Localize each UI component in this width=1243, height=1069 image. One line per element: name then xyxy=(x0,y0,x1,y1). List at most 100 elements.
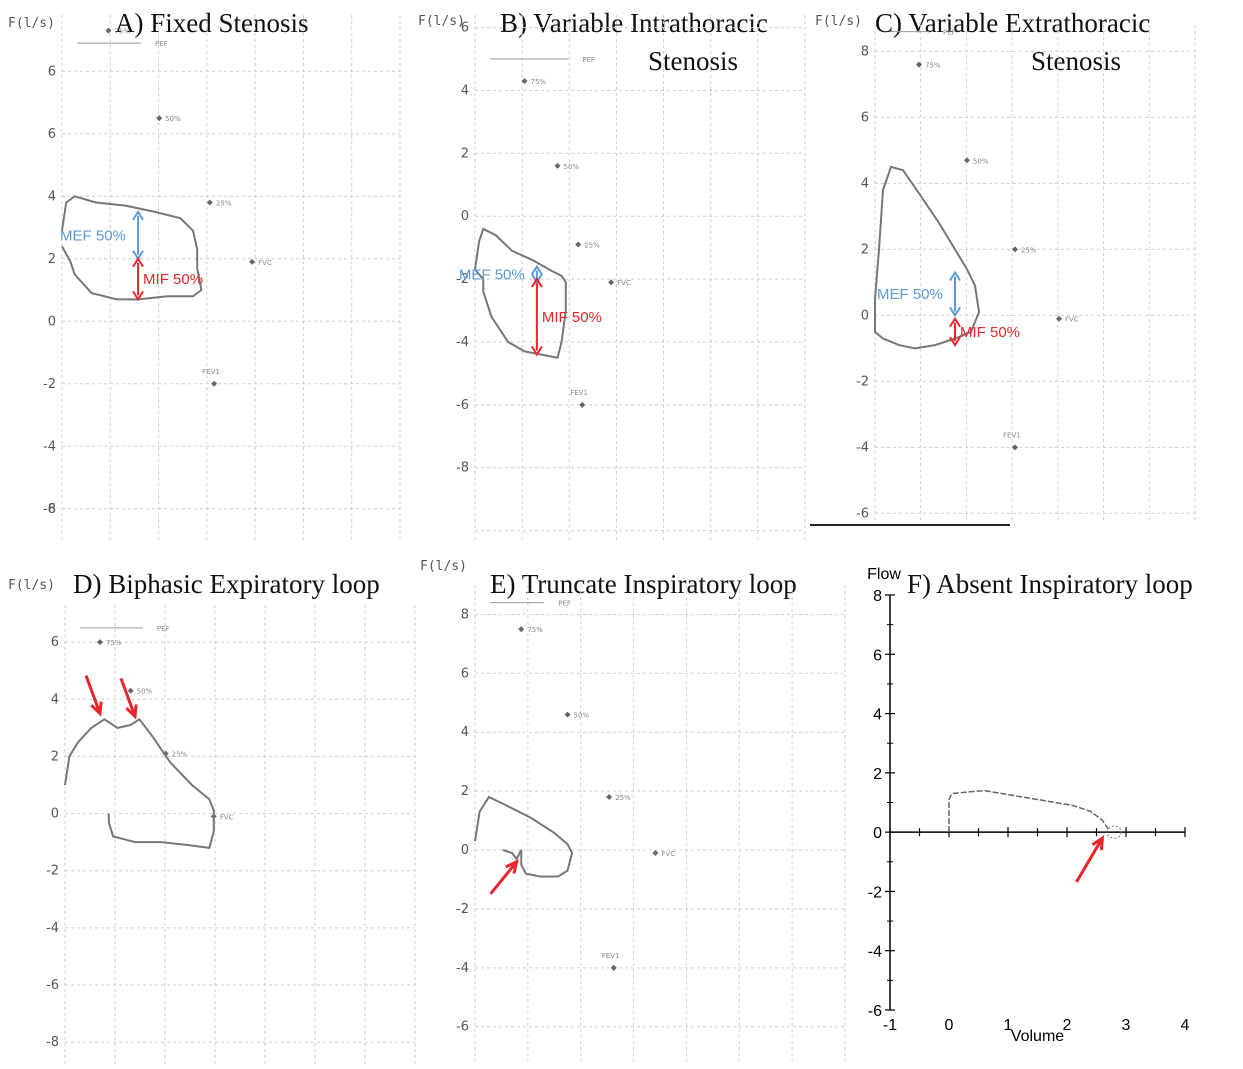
chart-b-plot: 6 4 2 0 -2 -4 -6 -8 PEF 75% 50% 25% FVC FEV1 MEF 50% MI… xyxy=(456,15,806,540)
reference-marker xyxy=(610,964,617,971)
y-tick-label: -4 xyxy=(46,921,59,936)
y-tick-label: 6 xyxy=(48,64,56,79)
reference-marker xyxy=(97,639,103,646)
y-tick-label: 8 xyxy=(873,588,882,605)
y-tick-label: 4 xyxy=(51,692,59,707)
pointer-arrow-head xyxy=(90,701,103,717)
x-tick-label: -1 xyxy=(883,1017,897,1034)
marker-label: 25% xyxy=(1021,246,1037,254)
y-tick-label: -6 xyxy=(456,398,469,413)
chart-title: F) Absent Inspiratory loop xyxy=(907,569,1193,599)
loop-end-scribble xyxy=(1106,825,1122,839)
reference-marker xyxy=(211,380,218,387)
y-tick-label: 4 xyxy=(873,707,882,724)
y-tick-label: -8 xyxy=(456,461,469,476)
marker-label: 25% xyxy=(584,241,600,249)
reference-marker xyxy=(206,199,213,206)
mef-arrow-head xyxy=(531,273,543,285)
chart-title: B) Variable Intrathoracic xyxy=(500,8,768,38)
mif-label: MIF 50% xyxy=(143,271,203,288)
x-tick-label: 4 xyxy=(1181,1017,1190,1034)
flow-volume-loop xyxy=(874,165,981,350)
mef-arrow-head xyxy=(949,270,961,282)
reference-marker xyxy=(964,157,970,164)
marker-label: 25% xyxy=(172,751,188,759)
panel-f: F) Absent Inspiratory loop 8 6 4 2 0 -2 -4 -6 -1… xyxy=(845,545,1243,1069)
chart-title: A) Fixed Stenosis xyxy=(115,8,309,38)
pointer-arrow xyxy=(84,675,102,715)
chart-e-plot: 8 6 4 2 0 -2 -4 -6 PEF 75% 50% 25% FVC FEV1 xyxy=(456,585,846,1065)
panel-c-baseline xyxy=(810,524,1010,526)
marker-label: 25% xyxy=(216,200,232,208)
reference-marker xyxy=(579,401,586,408)
y-tick-label: 6 xyxy=(51,635,59,650)
marker-label: 50% xyxy=(564,163,580,171)
chart-title-line2: Stenosis xyxy=(1031,46,1122,76)
chart-title: D) Biphasic Expiratory loop xyxy=(73,569,380,599)
y-tick-label: -4 xyxy=(456,961,469,976)
reference-marker xyxy=(518,626,525,633)
chart-a-plot: 6 6 4 2 0 -2 -4 -6-8 PEF 75% 50% 25% FVC FEV1 MEF 50% M… xyxy=(43,15,401,540)
x-tick-label: 1 xyxy=(1004,1017,1013,1034)
mef-label: MEF 50% xyxy=(459,266,525,283)
y-tick-label: 6 xyxy=(461,21,469,36)
y-tick-label: -6 xyxy=(856,506,869,521)
marker-label: 50% xyxy=(137,688,153,696)
y-tick-label: 0 xyxy=(873,825,882,842)
y-tick-label: -4 xyxy=(868,944,882,961)
mif-arrow-head xyxy=(531,277,543,288)
y-tick-label: 8 xyxy=(461,607,469,622)
marker-label: 50% xyxy=(165,115,181,123)
y-tick-label: -6 xyxy=(46,978,59,993)
marker-label: 75% xyxy=(531,78,547,86)
y-tick-label: -6 xyxy=(868,1003,882,1020)
y-tick-label: -4 xyxy=(856,440,869,455)
panel-b: F(l/s) B) Variable Intrathoracic Stenosi… xyxy=(410,0,815,545)
marker-label: FVC xyxy=(220,813,234,821)
reference-marker xyxy=(127,687,134,694)
panel-e: F(l/s) E) Truncate Inspiratory loop 8 6 4 2… xyxy=(420,545,860,1069)
y-tick-label: -4 xyxy=(43,439,56,454)
y-tick-label: -8 xyxy=(43,502,56,517)
y-tick-label: 2 xyxy=(51,749,59,764)
marker-label: FVC xyxy=(617,279,631,287)
reference-marker xyxy=(916,61,922,68)
y-tick-label: 8 xyxy=(861,44,869,59)
marker-label: 50% xyxy=(973,157,989,165)
y-axis-label: Flow xyxy=(867,566,901,583)
marker-label: PEF xyxy=(943,29,956,37)
mif-label: MIF 50% xyxy=(542,309,602,326)
flow-volume-loop xyxy=(474,227,567,359)
reference-marker xyxy=(105,27,112,34)
flow-volume-loop xyxy=(948,789,1109,833)
pointer-arrow-head xyxy=(1091,835,1105,851)
marker-label: FVC xyxy=(661,850,675,858)
x-tick-label: 3 xyxy=(1122,1017,1131,1034)
panel-c: F(l/s) C) Variable Extrathoracic Stenosi… xyxy=(815,0,1243,545)
mif-label: MIF 50% xyxy=(960,324,1020,341)
mif-arrow-head xyxy=(531,345,543,357)
marker-label: PEF xyxy=(157,625,170,633)
chart-c-plot: 8 6 4 2 0 -2 -4 -6 PEF 75% 50% 25% FVC FEV1 MEF 50% MIF… xyxy=(856,25,1196,521)
y-tick-label: 6 xyxy=(461,666,469,681)
y-axis-label: F(l/s) xyxy=(8,578,55,593)
reference-marker xyxy=(606,794,613,801)
y-tick-label: 6 xyxy=(873,647,882,664)
reference-marker xyxy=(1012,444,1018,451)
y-tick-label: -2 xyxy=(46,864,59,879)
chart-title-line2: Stenosis xyxy=(648,46,739,76)
marker-label: FEV1 xyxy=(570,389,588,397)
mef-arrow-head xyxy=(132,209,144,221)
marker-label: PEF xyxy=(558,600,571,608)
marker-label: FEV1 xyxy=(202,368,220,376)
mef-arrow-head xyxy=(949,306,961,318)
chart-f-plot: 8 6 4 2 0 -2 -4 -6-1 0 1 2 3 4 Volume Flow xyxy=(867,566,1190,1045)
y-tick-label: 2 xyxy=(461,784,469,799)
mef-arrow-head xyxy=(531,264,543,276)
y-tick-label: 2 xyxy=(861,242,869,257)
chart-d-plot: 6 4 2 0 -2 -4 -6 -8 PEF 75% 50% 25% FVC xyxy=(46,605,416,1065)
pointer-arrow xyxy=(119,677,137,717)
panel-d: F(l/s) D) Biphasic Expiratory loop 6 4 2 0 -… xyxy=(0,545,425,1069)
y-axis-label: F(l/s) xyxy=(815,14,862,29)
reference-marker xyxy=(249,258,256,265)
